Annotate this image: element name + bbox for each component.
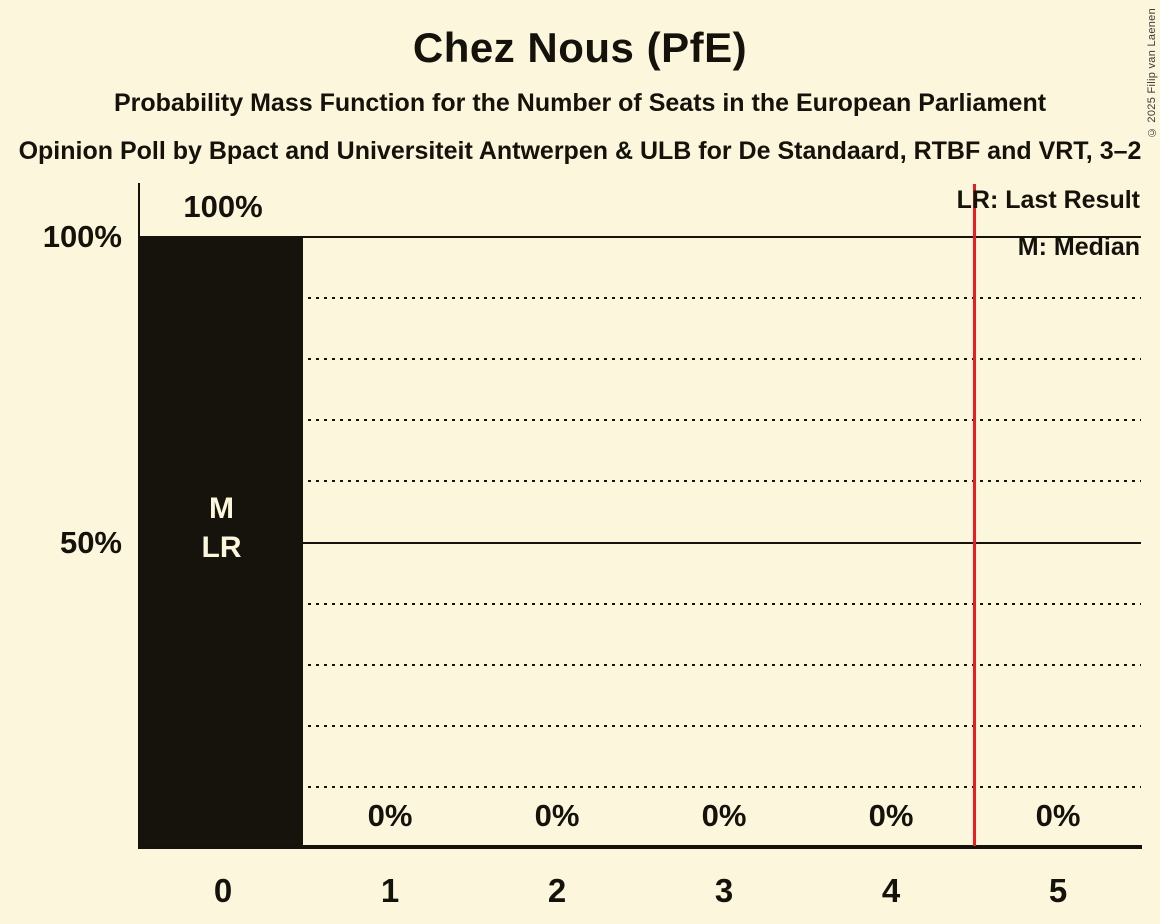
gridline-dotted [140,664,1141,666]
bar-value-label: 0% [1035,798,1081,833]
bar-value-label: 0% [868,798,914,833]
y-axis-line [138,183,140,849]
gridline-dotted [140,786,1141,788]
gridline-dotted [140,419,1141,421]
bar-value-label: 0% [701,798,747,833]
red-vertical-line [973,184,976,846]
y-tick-label: 50% [59,525,122,560]
x-tick-label: 3 [714,872,734,909]
gridline-dotted [140,358,1141,360]
x-tick-label: 1 [380,872,400,909]
gridline-dotted [140,480,1141,482]
bar-annotation-line: LR [201,531,242,564]
legend-last-result-label: LR: Last Result [956,186,1140,214]
bar-annotation-line: M [209,492,234,525]
bar-value-label: 0% [367,798,413,833]
gridline-solid [140,236,1141,238]
x-tick-label: 4 [881,872,901,909]
gridline-dotted [140,725,1141,727]
x-tick-label: 0 [213,872,233,909]
y-tick-label: 100% [42,219,122,254]
bar-value-label: 100% [183,189,263,224]
x-axis-line [138,845,1142,849]
chart-title: Chez Nous (PfE) [412,24,748,71]
x-tick-label: 2 [547,872,567,909]
gridline-dotted [140,297,1141,299]
bar-value-label: 0% [534,798,580,833]
bar-annotation: M LR [140,489,303,567]
gridline-dotted [140,603,1141,605]
chart-subtitle: Probability Mass Function for the Number… [113,89,1047,117]
gridline-solid [140,542,1141,544]
legend-median-label: M: Median [1017,233,1140,261]
x-tick-label: 5 [1048,872,1068,909]
bar-seat-0 [140,237,303,848]
chart-source-line: Opinion Poll by Bpact and Universiteit A… [18,137,1142,165]
chart-source-line-wrap: Opinion Poll by Bpact and Universiteit A… [0,137,1160,166]
